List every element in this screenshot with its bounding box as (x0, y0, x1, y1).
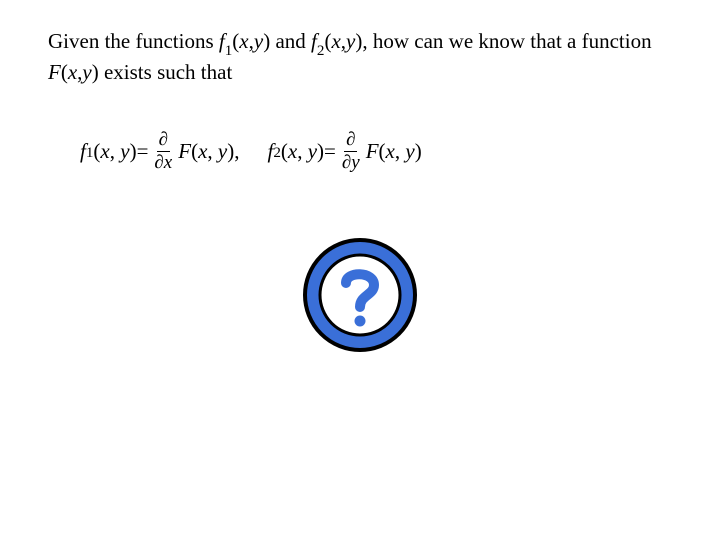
eq2-partial-top: ∂ (344, 130, 357, 152)
equation-1: f1(x, y) = ∂ ∂x F(x, y), (80, 130, 239, 173)
eq2-partial-bottom: ∂y (340, 152, 362, 173)
eq1-partial-top: ∂ (157, 130, 170, 152)
sub-1: 1 (225, 43, 233, 59)
eq2-lhs-sub: 2 (273, 145, 281, 162)
text-part: exists such that (99, 60, 233, 84)
args-f2: (x,y) (324, 29, 362, 53)
func-f1: f (219, 29, 225, 53)
func-f2: f (311, 29, 317, 53)
text-part: and (270, 29, 311, 53)
eq1-partial-bottom: ∂x (152, 152, 174, 173)
text-part: Given the functions (48, 29, 219, 53)
eq1-trailing: , (234, 139, 239, 164)
slide: Given the functions f1(x,y) and f2(x,y),… (0, 0, 720, 540)
sub-2: 2 (317, 43, 325, 59)
eq2-rhs-func: F (366, 139, 379, 164)
eq1-lhs-sub: 1 (86, 145, 94, 162)
eq1-rhs-args: (x, y) (191, 139, 234, 164)
eq1-partial-frac: ∂ ∂x (152, 130, 174, 173)
eq2-rhs-args: (x, y) (379, 139, 422, 164)
eq1-lhs-args: (x, y) (93, 139, 136, 164)
equations-row: f1(x, y) = ∂ ∂x F(x, y), f2(x, y) = ∂ ∂y… (80, 130, 640, 173)
text-part: , how can we know that a function (362, 29, 651, 53)
equation-2: f2(x, y) = ∂ ∂y F(x, y) (267, 130, 421, 173)
eq2-equals: = (324, 139, 336, 164)
eq2-partial-frac: ∂ ∂y (340, 130, 362, 173)
eq1-equals: = (137, 139, 149, 164)
args-F: (x,y) (61, 60, 99, 84)
args-f1: (x,y) (232, 29, 270, 53)
question-mark-icon (300, 235, 420, 355)
eq1-rhs-func: F (178, 139, 191, 164)
func-F: F (48, 60, 61, 84)
eq2-lhs-args: (x, y) (281, 139, 324, 164)
question-text: Given the functions f1(x,y) and f2(x,y),… (48, 28, 672, 85)
